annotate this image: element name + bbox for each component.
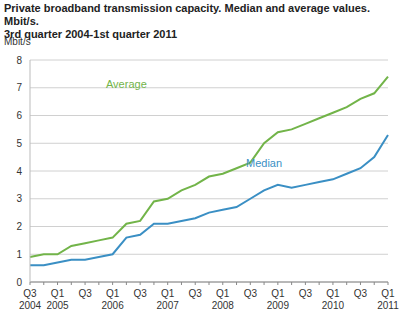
svg-text:5: 5 [16,138,22,149]
svg-text:Q12008: Q12008 [212,288,235,310]
svg-text:Q3: Q3 [354,288,368,299]
svg-text:Q12009: Q12009 [267,288,290,310]
svg-text:Q32004: Q32004 [19,288,42,310]
svg-text:2: 2 [16,221,22,232]
svg-text:0: 0 [16,277,22,288]
svg-text:7: 7 [16,82,22,93]
svg-text:8: 8 [16,55,22,66]
svg-text:Q3: Q3 [299,288,313,299]
svg-text:Q3: Q3 [133,288,147,299]
svg-text:Q3: Q3 [244,288,258,299]
svg-text:Q3: Q3 [78,288,92,299]
html-text:3rd quarter 2004-1st quarter 2: 3rd quarter 2004-1st quarter 2011 [4,28,177,40]
svg-text:Q3: Q3 [189,288,203,299]
svg-text:6: 6 [16,110,22,121]
svg-text:4: 4 [16,166,22,177]
svg-text:Q12010: Q12010 [322,288,345,310]
svg-text:Q12006: Q12006 [101,288,124,310]
svg-text:Q12005: Q12005 [46,288,69,310]
svg-text:Median: Median [246,157,282,169]
html-text:Mbit/s: Mbit/s [4,36,31,47]
svg-text:1: 1 [16,249,22,260]
html-text:Private broadband transmission: Private broadband transmission capacity.… [4,2,370,27]
svg-text:Average: Average [106,78,147,90]
svg-text:Q12011: Q12011 [377,288,396,310]
svg-text:3: 3 [16,193,22,204]
svg-text:Q12007: Q12007 [157,288,180,310]
